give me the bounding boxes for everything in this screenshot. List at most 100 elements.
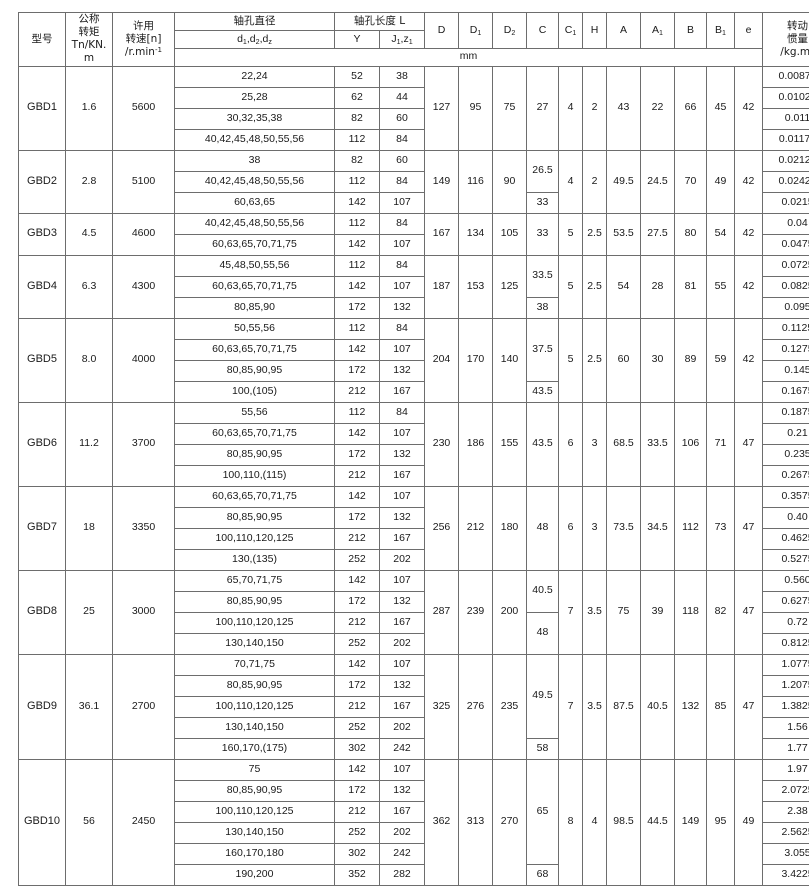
cell-bore-length-j: 84: [380, 129, 425, 150]
cell-bore-length-y: 112: [335, 171, 380, 192]
cell-bore-length-j: 167: [380, 612, 425, 633]
cell-bore-length-y: 142: [335, 654, 380, 675]
cell-bore-diameter: 100,110,120,125: [175, 612, 335, 633]
cell-bore-diameter: 160,170,(175): [175, 738, 335, 759]
cell-rotational-inertia: 1.0775: [763, 654, 809, 675]
header-speed-line2: 转速[n]: [113, 33, 174, 46]
cell-e: 47: [735, 402, 763, 486]
cell-B1: 54: [707, 213, 735, 255]
cell-bore-diameter: 40,42,45,48,50,55,56: [175, 129, 335, 150]
cell-bore-length-y: 172: [335, 591, 380, 612]
cell-D1: 276: [459, 654, 493, 759]
cell-rotational-inertia: 1.3825: [763, 696, 809, 717]
spec-sheet: 型号 公称 转矩 Tn/KN. m 许用 转速[n] /r.min-1 轴孔直径…: [0, 0, 809, 809]
cell-allowable-speed: 2450: [113, 759, 175, 885]
cell-bore-diameter: 80,85,90,95: [175, 591, 335, 612]
cell-bore-length-j: 107: [380, 486, 425, 507]
cell-rotational-inertia: 0.01175: [763, 129, 809, 150]
cell-bore-length-y: 302: [335, 738, 380, 759]
cell-model: GBD5: [19, 318, 66, 402]
cell-bore-length-y: 172: [335, 444, 380, 465]
cell-nominal-torque: 8.0: [66, 318, 113, 402]
cell-bore-length-j: 107: [380, 759, 425, 780]
cell-bore-length-j: 107: [380, 570, 425, 591]
cell-rotational-inertia: 0.8125: [763, 633, 809, 654]
cell-D: 287: [425, 570, 459, 654]
cell-bore-length-y: 112: [335, 255, 380, 276]
cell-bore-diameter: 40,42,45,48,50,55,56: [175, 171, 335, 192]
cell-A: 53.5: [607, 213, 641, 255]
cell-bore-length-y: 252: [335, 633, 380, 654]
header-inertia-line2: 惯量: [763, 33, 809, 46]
cell-bore-diameter: 50,55,56: [175, 318, 335, 339]
cell-D1: 239: [459, 570, 493, 654]
cell-rotational-inertia: 3.055: [763, 843, 809, 864]
cell-bore-diameter: 45,48,50,55,56: [175, 255, 335, 276]
cell-C1: 8: [559, 759, 583, 885]
cell-rotational-inertia: 0.1675: [763, 381, 809, 402]
cell-model: GBD10: [19, 759, 66, 885]
cell-C: 48: [527, 612, 559, 654]
header-bore-length-j: J1,z1: [380, 30, 425, 48]
cell-B: 80: [675, 213, 707, 255]
cell-bore-diameter: 100,110,(115): [175, 465, 335, 486]
cell-bore-length-j: 60: [380, 108, 425, 129]
cell-rotational-inertia: 1.97: [763, 759, 809, 780]
header-allowable-speed: 许用 转速[n] /r.min-1: [113, 13, 175, 67]
cell-rotational-inertia: 1.77: [763, 738, 809, 759]
cell-H: 3: [583, 486, 607, 570]
cell-bore-length-y: 212: [335, 528, 380, 549]
cell-bore-length-y: 112: [335, 213, 380, 234]
header-e: e: [735, 13, 763, 49]
cell-bore-diameter: 60,63,65,70,71,75: [175, 486, 335, 507]
header-bore-length-y: Y: [335, 30, 380, 48]
cell-model: GBD2: [19, 150, 66, 213]
cell-H: 4: [583, 759, 607, 885]
cell-bore-diameter: 100,110,120,125: [175, 696, 335, 717]
cell-A1: 39: [641, 570, 675, 654]
cell-C: 33: [527, 192, 559, 213]
cell-bore-length-y: 172: [335, 360, 380, 381]
cell-bore-length-y: 302: [335, 843, 380, 864]
cell-bore-length-j: 167: [380, 465, 425, 486]
cell-bore-length-j: 107: [380, 192, 425, 213]
cell-nominal-torque: 36.1: [66, 654, 113, 759]
cell-H: 3.5: [583, 570, 607, 654]
cell-B: 149: [675, 759, 707, 885]
cell-bore-length-y: 142: [335, 759, 380, 780]
header-bore-diameter-group: 轴孔直径: [175, 13, 335, 31]
cell-rotational-inertia: 0.235: [763, 444, 809, 465]
cell-rotational-inertia: 0.01025: [763, 87, 809, 108]
cell-rotational-inertia: 0.40: [763, 507, 809, 528]
cell-bore-length-y: 82: [335, 150, 380, 171]
cell-D: 167: [425, 213, 459, 255]
cell-B1: 73: [707, 486, 735, 570]
cell-C1: 7: [559, 654, 583, 759]
cell-rotational-inertia: 0.560: [763, 570, 809, 591]
cell-C1: 4: [559, 150, 583, 213]
coupling-specification-table: 型号 公称 转矩 Tn/KN. m 许用 转速[n] /r.min-1 轴孔直径…: [18, 12, 809, 886]
cell-bore-length-y: 212: [335, 381, 380, 402]
cell-e: 49: [735, 759, 763, 885]
cell-bore-length-y: 62: [335, 87, 380, 108]
cell-bore-diameter: 60,63,65: [175, 192, 335, 213]
cell-H: 3.5: [583, 654, 607, 759]
cell-allowable-speed: 3000: [113, 570, 175, 654]
cell-bore-diameter: 70,71,75: [175, 654, 335, 675]
header-D2: D2: [493, 13, 527, 49]
cell-rotational-inertia: 0.2675: [763, 465, 809, 486]
cell-D: 325: [425, 654, 459, 759]
cell-C: 65: [527, 759, 559, 864]
cell-C: 37.5: [527, 318, 559, 381]
cell-rotational-inertia: 1.2075: [763, 675, 809, 696]
cell-C1: 6: [559, 486, 583, 570]
cell-D: 230: [425, 402, 459, 486]
cell-allowable-speed: 4600: [113, 213, 175, 255]
cell-model: GBD7: [19, 486, 66, 570]
cell-D2: 200: [493, 570, 527, 654]
cell-bore-length-j: 84: [380, 171, 425, 192]
header-speed-line1: 许用: [113, 20, 174, 33]
